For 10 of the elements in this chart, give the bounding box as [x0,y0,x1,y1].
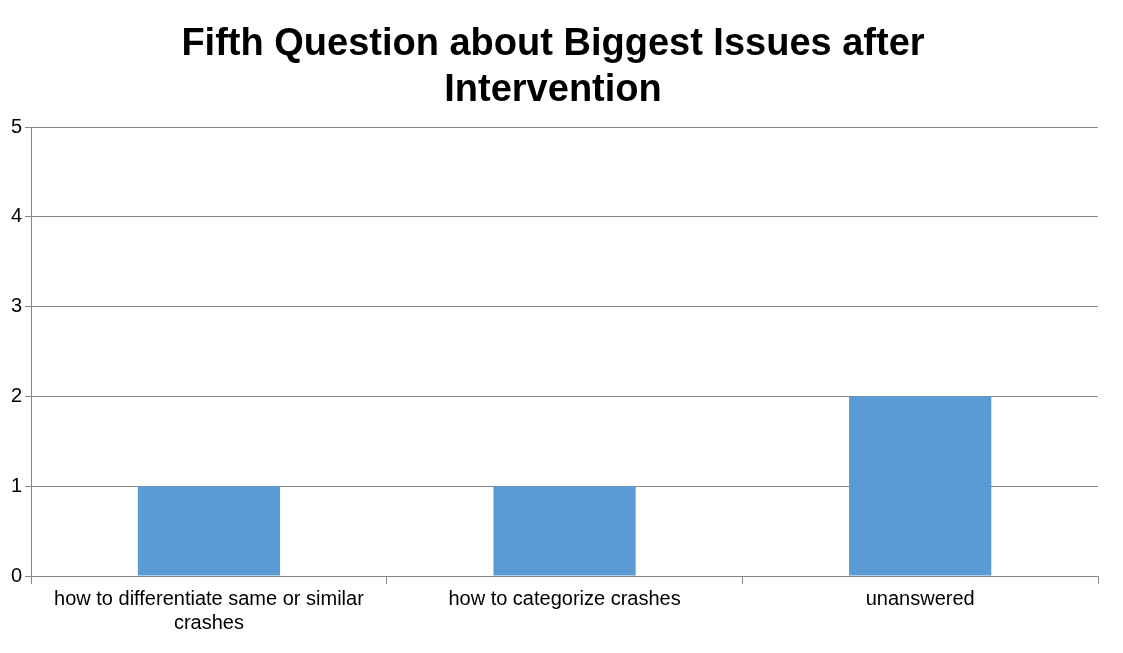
y-tick-label: 2 [11,384,23,406]
x-tick-label: unanswered [865,586,975,609]
y-tick-label: 5 [11,114,23,137]
y-tick-label: 0 [11,563,23,586]
chart-title: Fifth Question about Biggest Issues after Intervention [181,21,925,109]
y-tick-label: 4 [11,204,23,227]
x-tick-label: how to differentiate same or similar crashes [54,586,365,633]
y-tick-label: 3 [11,294,23,317]
x-tick-label: how to categorize crashes [448,586,681,609]
y-tick-label: 1 [11,473,23,496]
